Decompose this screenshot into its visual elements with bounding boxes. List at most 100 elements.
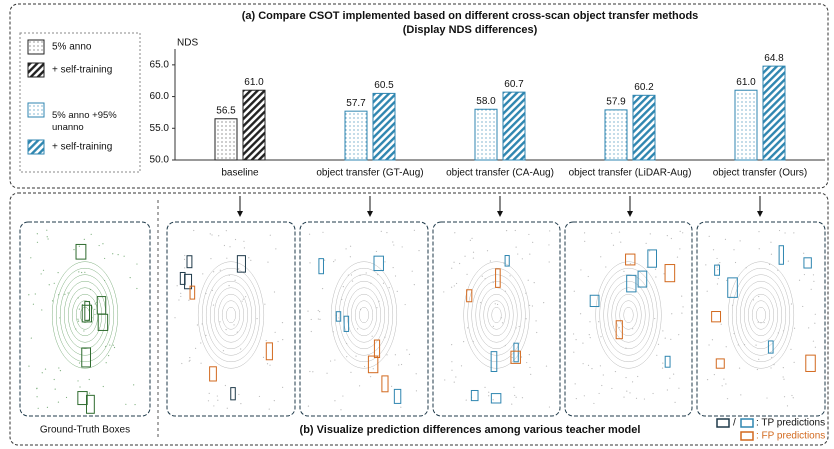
scan-ring	[355, 301, 373, 330]
point	[322, 232, 323, 233]
point	[681, 313, 682, 314]
point	[79, 362, 80, 363]
point	[712, 339, 713, 340]
point	[637, 376, 638, 377]
point	[516, 397, 517, 398]
point	[372, 336, 373, 337]
point	[526, 362, 527, 363]
point	[406, 349, 407, 350]
point	[589, 321, 590, 322]
point	[671, 238, 672, 239]
bar	[475, 109, 497, 160]
point	[599, 393, 600, 394]
legend-swatch	[28, 40, 44, 54]
y-axis-label: NDS	[177, 38, 198, 49]
point	[200, 342, 201, 343]
point	[813, 274, 814, 275]
point	[58, 367, 59, 368]
point	[773, 364, 774, 365]
scan-ring	[732, 268, 790, 362]
point	[134, 404, 135, 405]
point	[629, 392, 630, 393]
point	[808, 327, 809, 328]
box	[78, 392, 87, 405]
chart-title: (a) Compare CSOT implemented based on di…	[242, 10, 699, 22]
point	[125, 404, 126, 405]
point	[376, 307, 377, 308]
scan-ring	[222, 301, 240, 330]
point	[370, 283, 371, 284]
point	[583, 363, 584, 364]
point	[269, 408, 270, 409]
point	[238, 268, 239, 269]
point	[623, 396, 624, 397]
point	[488, 392, 489, 393]
point	[395, 275, 396, 276]
point	[709, 236, 710, 237]
point	[264, 304, 265, 305]
point	[59, 317, 60, 318]
point	[248, 257, 249, 258]
point	[338, 317, 339, 318]
point	[79, 308, 80, 309]
point	[245, 296, 246, 297]
point	[188, 300, 189, 301]
point	[225, 329, 226, 330]
point	[549, 230, 550, 231]
point	[45, 369, 46, 370]
point	[309, 234, 310, 235]
point	[723, 379, 724, 380]
point	[227, 408, 228, 409]
scan-ring	[347, 288, 381, 343]
point	[81, 272, 82, 273]
point	[548, 244, 549, 245]
point	[359, 385, 360, 386]
point	[546, 366, 547, 367]
box	[716, 359, 724, 368]
box	[471, 390, 478, 400]
point	[777, 270, 778, 271]
point	[463, 341, 464, 342]
point	[745, 267, 746, 268]
point	[350, 372, 351, 373]
point	[502, 322, 503, 323]
box	[394, 389, 400, 403]
point	[77, 319, 78, 320]
point	[352, 280, 353, 281]
point	[180, 296, 181, 297]
point	[603, 374, 604, 375]
point	[267, 262, 268, 263]
box	[804, 258, 811, 268]
x-tick-label: object transfer (Ours)	[713, 168, 807, 179]
point	[103, 386, 104, 387]
point	[46, 230, 47, 231]
box	[187, 256, 192, 268]
point	[334, 400, 335, 401]
point	[384, 336, 385, 337]
point	[451, 361, 452, 362]
point	[522, 258, 523, 259]
value-label: 61.0	[736, 77, 756, 88]
point	[771, 357, 772, 358]
point	[58, 402, 59, 403]
point	[461, 365, 462, 366]
point	[480, 302, 481, 303]
point	[758, 359, 759, 360]
point	[277, 341, 278, 342]
point	[270, 235, 271, 236]
point	[451, 344, 452, 345]
point	[78, 321, 79, 322]
point	[473, 257, 474, 258]
point	[778, 332, 779, 333]
point	[576, 398, 577, 399]
point	[495, 303, 496, 304]
point	[393, 244, 394, 245]
point	[509, 275, 510, 276]
point	[49, 284, 50, 285]
point	[359, 275, 360, 276]
point	[493, 399, 494, 400]
point	[655, 276, 656, 277]
point	[274, 400, 275, 401]
point	[418, 250, 419, 251]
legend-label: + self-training	[52, 65, 112, 76]
